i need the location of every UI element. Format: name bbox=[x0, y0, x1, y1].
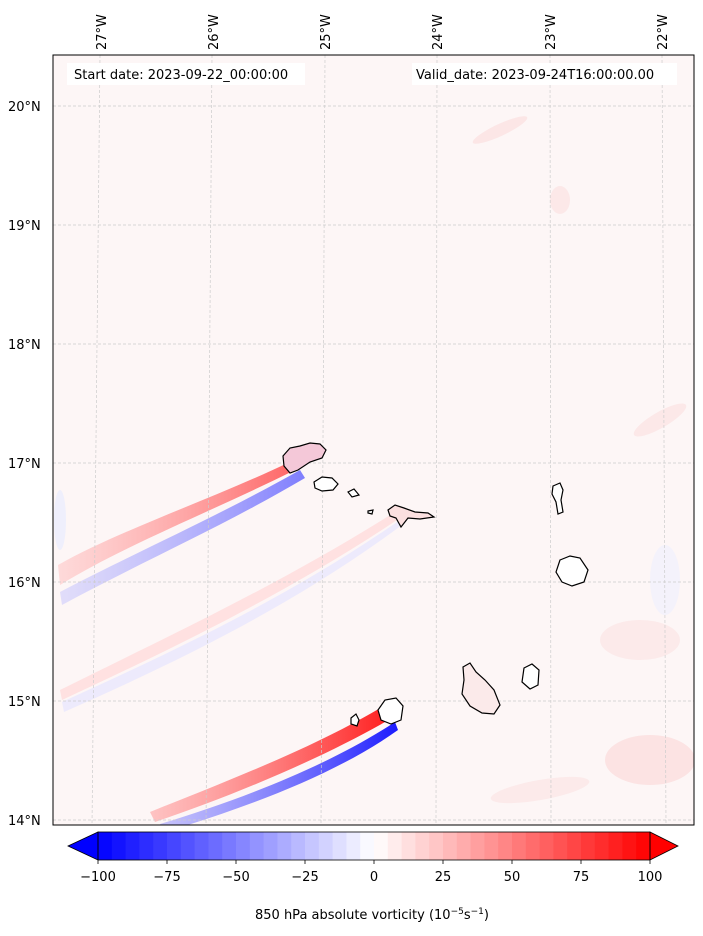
lon-tick-label: 23°W bbox=[544, 14, 559, 50]
colorbar-tick-label: −50 bbox=[222, 870, 249, 885]
lon-tick-label: 22°W bbox=[656, 14, 671, 50]
lon-tick-label: 25°W bbox=[319, 14, 334, 50]
colorbar-cell bbox=[539, 832, 554, 860]
island-brava bbox=[350, 713, 360, 727]
colorbar-cell bbox=[249, 832, 265, 860]
colorbar-cell bbox=[443, 832, 458, 860]
colorbar-cell bbox=[360, 832, 375, 860]
lon-tick-label: 26°W bbox=[207, 14, 222, 50]
colorbar-cell bbox=[567, 832, 582, 860]
lon-tick-label: 27°W bbox=[95, 14, 110, 50]
colorbar-cell bbox=[525, 832, 541, 860]
lat-tick-label: 14°N bbox=[8, 814, 41, 829]
colorbar-cell bbox=[222, 832, 237, 860]
colorbar-cell bbox=[415, 832, 430, 860]
colorbar-cell bbox=[277, 832, 292, 860]
colorbar-cell bbox=[263, 832, 278, 860]
colorbar-cell bbox=[622, 832, 637, 860]
colorbar-cell bbox=[374, 832, 389, 860]
island-santo-antao bbox=[282, 442, 327, 474]
start-date-label: Start date: 2023-09-22_00:00:00 bbox=[74, 68, 288, 83]
colorbar-tick-label: −75 bbox=[153, 870, 180, 885]
vorticity-field bbox=[54, 116, 694, 825]
island-raso bbox=[367, 509, 374, 515]
map-frame bbox=[52, 54, 695, 826]
island-sal bbox=[551, 482, 564, 515]
colorbar-tick-label: 25 bbox=[435, 870, 452, 885]
lat-tick-labels: 20°N 19°N 18°N 17°N 16°N 15°N 14°N bbox=[8, 100, 41, 829]
colorbar-cell bbox=[387, 832, 403, 860]
island-sao-vicente bbox=[313, 476, 339, 492]
map-background bbox=[53, 55, 694, 825]
colorbar-cell bbox=[636, 832, 651, 860]
lat-tick-label: 19°N bbox=[8, 219, 41, 234]
colorbar: −100 −75 −50 −25 0 25 50 75 100 850 hPa … bbox=[67, 831, 679, 923]
colorbar-cell bbox=[594, 832, 610, 860]
colorbar-cell bbox=[553, 832, 568, 860]
colorbar-cell bbox=[498, 832, 513, 860]
lat-tick-label: 16°N bbox=[8, 576, 41, 591]
coastlines bbox=[282, 442, 589, 727]
lat-tick-label: 18°N bbox=[8, 338, 41, 353]
colorbar-cell bbox=[318, 832, 334, 860]
colorbar-cell bbox=[429, 832, 444, 860]
colorbar-cell bbox=[581, 832, 596, 860]
island-maio bbox=[521, 663, 540, 690]
lat-tick-label: 20°N bbox=[8, 100, 41, 115]
lon-tick-labels: 27°W 26°W 25°W 24°W 23°W 22°W bbox=[95, 14, 671, 50]
colorbar-cell bbox=[180, 832, 196, 860]
colorbar-tick-label: 75 bbox=[573, 870, 590, 885]
colorbar-tick-label: 0 bbox=[370, 870, 378, 885]
island-santa-luzia bbox=[347, 488, 361, 498]
colorbar-cell bbox=[305, 832, 320, 860]
colorbar-cell bbox=[194, 832, 209, 860]
island-santiago bbox=[461, 662, 501, 715]
lat-tick-label: 17°N bbox=[8, 457, 41, 472]
colorbar-cell bbox=[456, 832, 472, 860]
colorbar-cells bbox=[98, 832, 651, 860]
valid-date-box bbox=[412, 63, 677, 85]
colorbar-cell bbox=[153, 832, 168, 860]
valid-date-label: Valid_date: 2023-09-24T16:00:00.00 bbox=[416, 68, 654, 83]
island-boa-vista bbox=[555, 555, 589, 587]
colorbar-cell bbox=[484, 832, 499, 860]
colorbar-cell bbox=[125, 832, 140, 860]
colorbar-tick-labels: −100 −75 −50 −25 0 25 50 75 100 bbox=[80, 870, 662, 885]
colorbar-cell bbox=[167, 832, 182, 860]
colorbar-max-extension bbox=[649, 831, 679, 861]
colorbar-cell bbox=[98, 832, 113, 860]
colorbar-label: 850 hPa absolute vorticity (10−5s−1) bbox=[255, 907, 489, 923]
colorbar-cell bbox=[111, 832, 127, 860]
colorbar-cell bbox=[608, 832, 623, 860]
lat-tick-label: 15°N bbox=[8, 695, 41, 710]
start-date-box bbox=[67, 63, 305, 85]
colorbar-cell bbox=[512, 832, 527, 860]
island-fogo bbox=[377, 697, 404, 725]
colorbar-cell bbox=[332, 832, 347, 860]
colorbar-tick-label: −100 bbox=[80, 870, 116, 885]
colorbar-ticks bbox=[97, 860, 651, 864]
colorbar-cell bbox=[346, 832, 361, 860]
island-sao-nicolau bbox=[387, 504, 436, 529]
colorbar-cell bbox=[139, 832, 154, 860]
colorbar-cell bbox=[208, 832, 223, 860]
colorbar-tick-label: 50 bbox=[504, 870, 521, 885]
lon-tick-label: 24°W bbox=[431, 14, 446, 50]
colorbar-cell bbox=[470, 832, 485, 860]
colorbar-cell bbox=[291, 832, 306, 860]
colorbar-cell bbox=[236, 832, 251, 860]
graticule bbox=[53, 55, 694, 825]
colorbar-tick-label: 100 bbox=[638, 870, 663, 885]
colorbar-min-extension bbox=[67, 831, 99, 861]
colorbar-cell bbox=[401, 832, 416, 860]
colorbar-tick-label: −25 bbox=[291, 870, 318, 885]
